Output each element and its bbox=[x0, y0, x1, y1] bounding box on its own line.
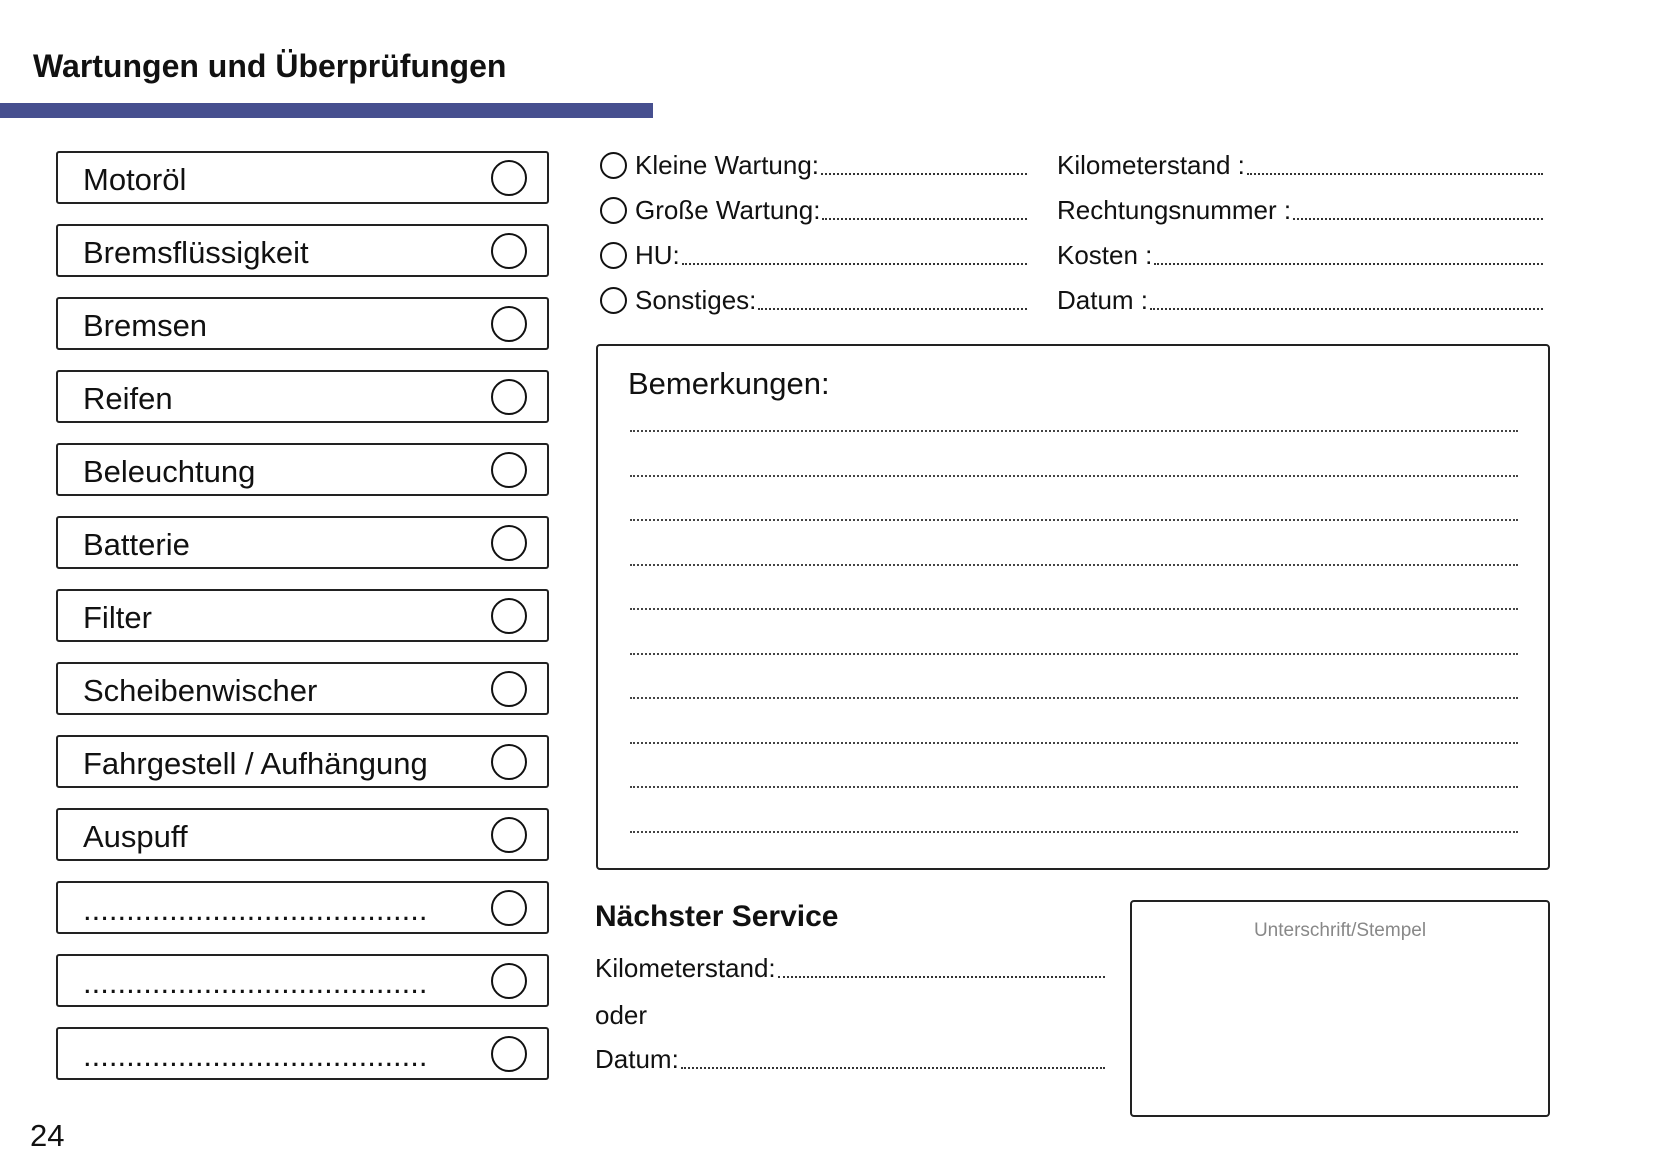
checklist-item-label: Bremsflüssigkeit bbox=[83, 235, 309, 270]
remarks-line[interactable] bbox=[630, 608, 1518, 610]
checklist-item[interactable]: Batterie bbox=[56, 516, 549, 569]
dotted-line bbox=[1150, 308, 1543, 310]
checklist-item-label: Batterie bbox=[83, 527, 190, 562]
checklist-item[interactable]: Motoröl bbox=[56, 151, 549, 204]
checkbox-circle-icon[interactable] bbox=[491, 233, 527, 269]
checklist-item-label: Motoröl bbox=[83, 162, 187, 197]
radio-circle-icon[interactable] bbox=[600, 197, 627, 224]
checklist-item[interactable]: ........................................ bbox=[56, 954, 549, 1007]
remarks-line[interactable] bbox=[630, 697, 1518, 699]
next-service-km-field[interactable]: Kilometerstand: bbox=[595, 953, 1105, 984]
service-type-label: HU: bbox=[635, 240, 680, 270]
remarks-line[interactable] bbox=[630, 563, 1518, 566]
next-service-date-label: Datum: bbox=[595, 1044, 679, 1074]
detail-field[interactable]: Kilometerstand : bbox=[1057, 150, 1543, 181]
checklist-item-label: Auspuff bbox=[83, 819, 188, 854]
signature-label: Unterschrift/Stempel bbox=[1253, 920, 1427, 941]
service-type-option[interactable]: Sonstiges: bbox=[600, 285, 1027, 316]
dotted-line bbox=[1246, 173, 1543, 175]
checklist-item[interactable]: ........................................ bbox=[56, 881, 549, 934]
dotted-line bbox=[681, 263, 1027, 265]
checkbox-circle-icon[interactable] bbox=[491, 671, 527, 707]
remarks-title: Bemerkungen: bbox=[628, 366, 830, 401]
next-service-km-label: Kilometerstand: bbox=[595, 953, 776, 983]
checklist-item[interactable]: Reifen bbox=[56, 370, 549, 423]
checkbox-circle-icon[interactable] bbox=[491, 1036, 527, 1072]
checkbox-circle-icon[interactable] bbox=[491, 160, 527, 196]
checklist-item[interactable]: ........................................ bbox=[56, 1027, 549, 1080]
dotted-line bbox=[777, 976, 1105, 978]
checklist-item[interactable]: Auspuff bbox=[56, 808, 549, 861]
signature-stamp-box[interactable]: Unterschrift/Stempel bbox=[1130, 900, 1550, 1117]
checklist-item[interactable]: Filter bbox=[56, 589, 549, 642]
detail-field[interactable]: Datum : bbox=[1057, 285, 1543, 316]
checklist-item-label: Reifen bbox=[83, 381, 173, 416]
service-type-option[interactable]: HU: bbox=[600, 240, 1027, 271]
dotted-line bbox=[1293, 218, 1543, 220]
remarks-line[interactable] bbox=[630, 786, 1518, 788]
page-title: Wartungen und Überprüfungen bbox=[33, 48, 507, 84]
next-service-date-field[interactable]: Datum: bbox=[595, 1044, 1105, 1075]
service-type-option[interactable]: Kleine Wartung: bbox=[600, 150, 1027, 181]
checklist-item[interactable]: Bremsflüssigkeit bbox=[56, 224, 549, 277]
page-number: 24 bbox=[30, 1118, 65, 1153]
detail-label: Kosten : bbox=[1057, 240, 1153, 270]
dotted-line bbox=[680, 1067, 1105, 1069]
checkbox-circle-icon[interactable] bbox=[491, 306, 527, 342]
service-type-label: Große Wartung: bbox=[635, 195, 821, 225]
detail-label: Datum : bbox=[1057, 285, 1149, 315]
radio-circle-icon[interactable] bbox=[600, 152, 627, 179]
checkbox-circle-icon[interactable] bbox=[491, 817, 527, 853]
remarks-line[interactable] bbox=[630, 652, 1518, 655]
checklist-item[interactable]: Fahrgestell / Aufhängung bbox=[56, 735, 549, 788]
checkbox-circle-icon[interactable] bbox=[491, 744, 527, 780]
checkbox-circle-icon[interactable] bbox=[491, 452, 527, 488]
dotted-line bbox=[822, 218, 1027, 220]
checklist-item[interactable]: Beleuchtung bbox=[56, 443, 549, 496]
checklist-item[interactable]: Scheibenwischer bbox=[56, 662, 549, 715]
remarks-box: Bemerkungen: bbox=[596, 344, 1550, 870]
checkbox-circle-icon[interactable] bbox=[491, 598, 527, 634]
remarks-line[interactable] bbox=[630, 519, 1518, 521]
title-underline-bar bbox=[0, 103, 653, 118]
checkbox-circle-icon[interactable] bbox=[491, 963, 527, 999]
remarks-line[interactable] bbox=[630, 830, 1518, 833]
remarks-line[interactable] bbox=[630, 474, 1518, 477]
detail-field[interactable]: Kosten : bbox=[1057, 240, 1543, 271]
checklist-item-label: Bremsen bbox=[83, 308, 208, 343]
checkbox-circle-icon[interactable] bbox=[491, 890, 527, 926]
dotted-line bbox=[758, 308, 1027, 310]
next-service-title: Nächster Service bbox=[595, 900, 839, 933]
checklist-item-label: Beleuchtung bbox=[83, 454, 256, 489]
checkbox-circle-icon[interactable] bbox=[491, 379, 527, 415]
dotted-line bbox=[821, 173, 1027, 175]
checklist-item-label: Filter bbox=[83, 600, 152, 635]
service-type-option[interactable]: Große Wartung: bbox=[600, 195, 1027, 226]
checkbox-circle-icon[interactable] bbox=[491, 525, 527, 561]
checklist-item-label: ........................................ bbox=[83, 965, 428, 1000]
service-type-label: Sonstiges: bbox=[635, 285, 757, 315]
checklist-item-label: Fahrgestell / Aufhängung bbox=[83, 746, 428, 781]
service-type-label: Kleine Wartung: bbox=[635, 150, 820, 180]
checklist-item-label: ........................................ bbox=[83, 1038, 428, 1073]
radio-circle-icon[interactable] bbox=[600, 287, 627, 314]
radio-circle-icon[interactable] bbox=[600, 242, 627, 269]
checklist-item-label: Scheibenwischer bbox=[83, 673, 318, 708]
checklist-item[interactable]: Bremsen bbox=[56, 297, 549, 350]
checklist-item-label: ........................................ bbox=[83, 892, 428, 927]
remarks-line[interactable] bbox=[630, 741, 1518, 744]
detail-label: Rechtungsnummer : bbox=[1057, 195, 1292, 225]
remarks-line[interactable] bbox=[630, 430, 1518, 432]
or-label: oder bbox=[595, 1000, 648, 1030]
detail-label: Kilometerstand : bbox=[1057, 150, 1245, 180]
dotted-line bbox=[1154, 263, 1543, 265]
detail-field[interactable]: Rechtungsnummer : bbox=[1057, 195, 1543, 226]
